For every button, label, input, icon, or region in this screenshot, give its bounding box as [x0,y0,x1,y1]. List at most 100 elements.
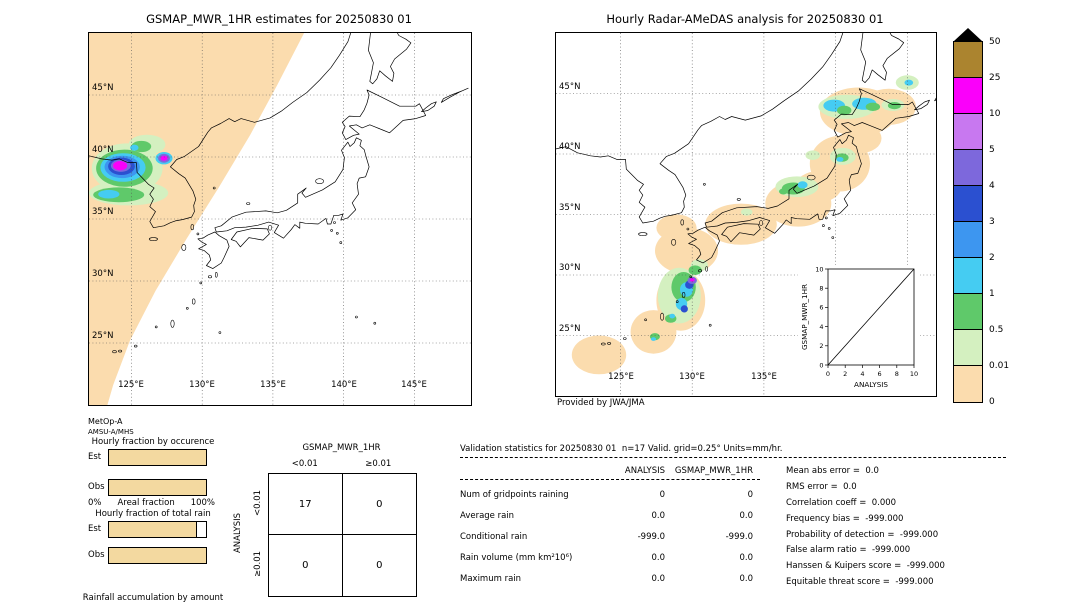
coastline [704,134,862,234]
island [339,241,343,244]
island [623,337,627,340]
island [154,325,158,329]
coastline [368,33,412,85]
lon-label: 140°E [331,380,357,390]
stats-header: Validation statistics for 20250830 01 n=… [460,444,783,454]
radar-map-canvas [556,33,936,396]
x-tick-label: 4 [860,370,864,378]
stat-value-gsmap: -999.0 [725,531,753,542]
island [644,318,647,322]
colorbar-tick-label: 3 [989,217,995,227]
stat-label: Average rain [460,511,515,522]
instrument-name: AMSU-A/MHS [88,428,134,436]
stat-label: Rain volume (mm km²10⁶) [460,552,573,563]
metric-line: Correlation coeff = 0.000 [786,497,897,508]
precip-cell [865,102,881,112]
metric-line: Frequency bias = -999.000 [786,513,904,524]
precip-cell [741,208,753,216]
contingency-col-header: <0.01 [291,459,318,469]
metric-line: Probability of detection = -999.000 [786,529,939,540]
island [212,186,216,190]
bar-label: Est [88,452,102,462]
island [373,321,377,325]
coastline [914,99,930,111]
lat-label: 45°N [92,83,114,93]
stat-value-gsmap: 0.0 [739,573,753,584]
lat-label: 30°N [559,263,581,273]
y-tick-label: 6 [819,304,823,312]
island [336,232,339,235]
metric-line: Equitable threat score = -999.000 [786,577,934,588]
island [181,244,187,251]
coastline [214,137,370,239]
lat-label: 35°N [92,207,114,217]
coastlines [89,33,469,354]
left-map-title: GSMAP_MWR_1HR estimates for 20250830 01 [146,12,412,26]
island [118,349,123,353]
fraction-bar-fill [109,450,206,465]
island [215,272,218,278]
colorbar-segment [954,186,982,222]
island [208,275,213,279]
gsmap-map-canvas [89,33,471,405]
stats-row: Maximum rain 0.0 0.0 [460,568,760,589]
island [681,291,686,298]
contingency-cell: 0 [342,474,416,535]
stat-value-gsmap: 0.0 [739,552,753,563]
stats-col-header: ANALYSIS [624,465,665,476]
fraction-bar-fill [109,548,206,563]
divider-table [460,479,760,480]
coastline [341,89,427,140]
x-tick-label: 6 [878,370,882,378]
satellite-swath [89,33,305,405]
rain-rate-colorbar: 50 25 10 5 4 3 2 1 0.5 0.01 0 [953,28,1033,412]
radar-coverage-cell [571,335,627,375]
coastline [833,88,920,138]
precip-cell [837,105,852,116]
right-map-title: Hourly Radar-AMeDAS analysis for 2025083… [606,12,884,26]
lat-label: 25°N [559,324,581,334]
fraction-bar-fill [109,522,198,537]
island [708,323,712,327]
island [315,178,324,184]
total-rain-title: Hourly fraction of total rain [95,509,211,519]
inset-ylabel: GSMAP_MWR_1HR [800,284,809,350]
island [705,266,708,272]
colorbar-tick-label: 10 [989,109,1001,119]
colorbar-tick-label: 0.01 [989,361,1010,371]
coastline [860,33,905,83]
precip-cell [688,265,702,275]
coastline [89,33,352,229]
lon-label: 130°E [679,372,705,382]
lat-label: 45°N [559,82,581,92]
gsmap-estimate-map: 45°N 40°N 35°N 30°N 25°N 125°E 130°E 135°E 140°E… [88,32,472,406]
island [703,183,706,186]
metric-line: RMS error = 0.0 [786,481,857,492]
lon-label: 125°E [608,372,634,382]
precip-cell [113,161,128,171]
precip-cell [904,79,914,86]
contingency-row-header: <0.01 [253,489,263,517]
colorbar-tick-label: 1 [989,289,995,299]
island [148,237,158,241]
colorbar-tick-label: 0 [989,397,995,407]
stat-label: Conditional rain [460,531,528,542]
data-credit: Provided by JWA/JMA [557,398,645,408]
stats-table: ANALYSIS GSMAP_MWR_1HR Num of gridpoints r… [460,464,760,589]
contingency-col-headers: <0.01 ≥0.01 [268,459,415,469]
occurrence-title: Hourly fraction by occurence [91,437,215,447]
stats-col-header: GSMAP_MWR_1HR [674,465,753,476]
precip-cell [836,157,844,162]
x-tick-label: 8 [895,370,899,378]
stat-value-analysis: 0.0 [651,573,665,584]
island [600,342,606,346]
lon-label: 130°E [189,380,215,390]
island [196,232,200,236]
coastline [440,87,469,103]
lon-label: 125°E [118,380,144,390]
island [827,227,831,230]
colorbar-segment [954,150,982,186]
coastline [197,231,230,269]
precip-cell [650,337,657,341]
